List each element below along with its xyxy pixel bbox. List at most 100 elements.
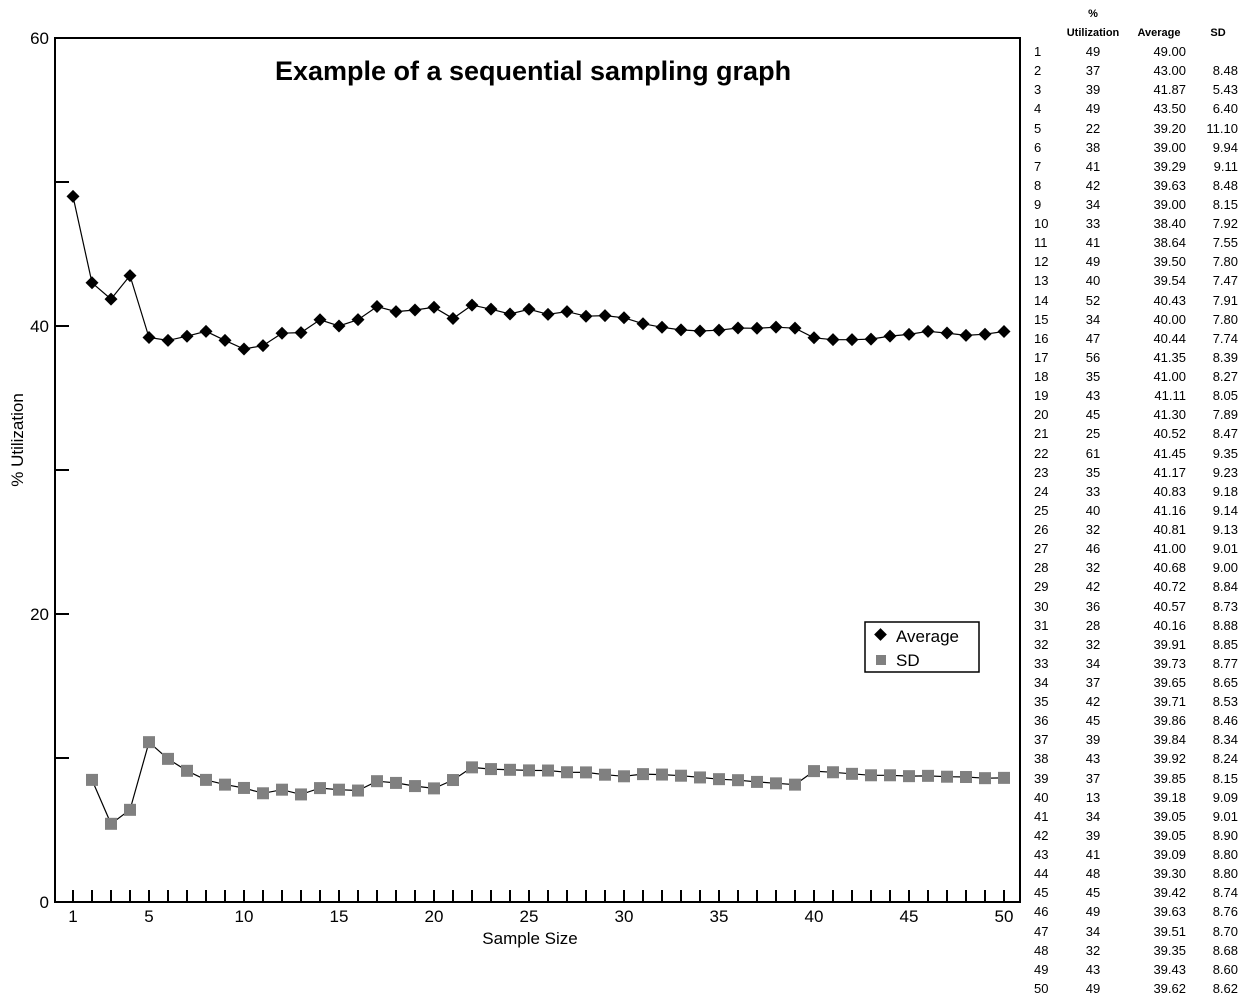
average-point [503,307,517,321]
table-row: 33 34 39.73 8.77 [1028,656,1246,672]
row-number: 27 [1034,541,1049,557]
table-row: 39 37 39.85 8.15 [1028,771,1246,787]
row-number: 29 [1034,579,1049,595]
sd-cell: 8.88 [1212,617,1238,633]
utilization-cell: 56 [1085,349,1101,365]
utilization-cell: 38 [1085,139,1101,155]
average-cell: 41.87 [1153,82,1186,98]
x-tick-label: 1 [68,907,77,926]
table-row: 9 34 39.00 8.15 [1028,197,1246,213]
sd-cell: 7.80 [1212,311,1238,327]
sd-point [276,783,288,796]
average-point [389,305,403,319]
y-tick-label: 60 [30,29,49,48]
sd-cell: 8.48 [1212,63,1238,79]
row-number: 48 [1034,942,1049,958]
y-tick-label: 20 [30,605,49,624]
utilization-cell: 49 [1085,101,1101,117]
legend-sd-square-icon [876,655,886,665]
row-number: 2 [1034,63,1042,79]
sd-point [865,769,877,782]
row-number: 6 [1034,139,1042,155]
utilization-cell: 25 [1085,426,1101,442]
sd-cell: 9.09 [1212,789,1238,805]
table-row: 30 36 40.57 8.73 [1028,599,1246,615]
sd-point [314,782,326,795]
utilization-cell: 32 [1085,942,1101,958]
sd-point [523,764,535,777]
sd-point [808,765,820,778]
utilization-cell: 34 [1085,197,1101,212]
utilization-cell: 46 [1085,541,1101,557]
row-number: 28 [1034,560,1049,576]
sd-cell: 9.94 [1212,139,1238,155]
average-point [864,332,878,346]
average-point [712,323,726,337]
sd-point [713,773,725,786]
sd-cell: 7.74 [1212,330,1238,346]
average-cell: 39.85 [1153,770,1186,786]
average-point [826,333,840,347]
sd-cell: 8.74 [1212,885,1238,901]
y-tick-label: 40 [30,317,49,336]
average-point [180,329,194,343]
sd-cell: 9.01 [1212,541,1238,557]
legend-average-label: Average [896,627,959,646]
utilization-cell: 32 [1085,560,1101,576]
sd-cell: 9.14 [1212,502,1238,518]
sd-point [219,778,231,791]
row-number: 17 [1034,349,1049,365]
row-number: 3 [1034,82,1042,98]
average-cell: 41.45 [1153,445,1186,461]
utilization-cell: 37 [1085,770,1101,786]
table-row: 14 52 40.43 7.91 [1028,293,1246,309]
average-cell: 41.00 [1153,541,1186,557]
utilization-cell: 52 [1085,292,1101,308]
utilization-cell: 28 [1085,617,1101,633]
average-cell: 40.81 [1153,522,1186,537]
average-cell: 39.09 [1153,847,1186,862]
sd-cell: 7.47 [1212,273,1238,289]
row-number: 43 [1034,847,1049,862]
sd-cell: 8.68 [1212,942,1238,958]
average-cell: 39.30 [1153,866,1186,882]
average-point [674,323,688,337]
sd-point [390,776,402,789]
utilization-cell: 35 [1085,464,1101,480]
sd-point [504,763,516,776]
utilization-cell: 39 [1085,732,1101,748]
average-point [408,303,422,317]
average-point [313,313,327,327]
table-row: 22 61 41.45 9.35 [1028,446,1246,462]
utilization-cell: 41 [1085,235,1101,251]
table-row: 50 49 39.62 8.62 [1028,981,1246,997]
sd-point [485,763,497,776]
sd-cell: 9.01 [1212,808,1238,824]
sd-point [124,803,136,816]
average-point [161,333,175,347]
table-row: 12 49 39.50 7.80 [1028,254,1246,270]
average-cell: 39.20 [1153,120,1186,136]
average-cell: 49.00 [1153,44,1186,59]
chart-title: Example of a sequential sampling graph [275,56,791,86]
average-cell: 43.00 [1153,63,1186,79]
table-row: 40 13 39.18 9.09 [1028,790,1246,806]
average-point [750,321,764,335]
average-cell: 39.29 [1153,158,1186,174]
utilization-cell: 34 [1085,655,1101,671]
sd-point [846,767,858,780]
sd-cell: 7.80 [1212,254,1238,270]
average-point [541,307,555,321]
average-cell: 41.30 [1153,407,1186,423]
row-number: 42 [1034,827,1049,843]
average-point [655,320,669,334]
sd-point [979,772,991,785]
sd-point [827,766,839,779]
row-number: 31 [1034,617,1049,633]
table-row: 36 45 39.86 8.46 [1028,713,1246,729]
sd-cell: 7.92 [1212,216,1238,232]
sd-point [409,780,421,793]
sd-point [542,764,554,777]
data-table: % Utilization Average SD 1 49 49.00 2 37 43.0… [1028,0,1246,1002]
table-row: 17 56 41.35 8.39 [1028,350,1246,366]
